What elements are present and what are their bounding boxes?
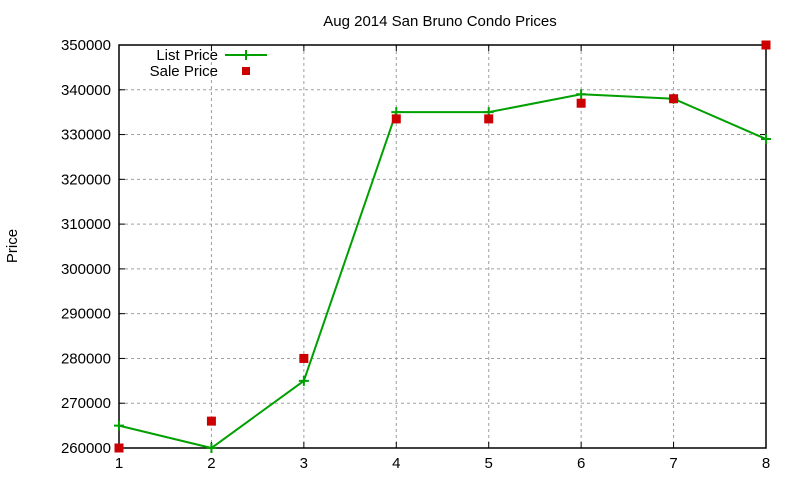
x-tick-label: 5: [485, 455, 493, 472]
x-tick-label: 2: [207, 455, 215, 472]
y-tick-label: 350000: [61, 37, 111, 54]
plus-marker-icon: [576, 89, 587, 100]
y-tick-label: 320000: [61, 171, 111, 188]
square-marker-icon: [206, 416, 216, 426]
legend-label: Sale Price: [150, 63, 218, 80]
y-tick-label: 280000: [61, 350, 111, 367]
list-price-line: [118, 93, 767, 450]
square-marker-icon: [484, 114, 494, 124]
x-tick-label: 7: [669, 455, 677, 472]
square-marker-icon: [576, 98, 586, 108]
y-tick-label: 340000: [61, 82, 111, 99]
axes: 260000 270000 280000 290000 300000 310000 3200…: [61, 37, 770, 472]
square-marker-icon: [391, 114, 401, 124]
x-tick-label: 4: [392, 455, 400, 472]
y-tick-label: 310000: [61, 216, 111, 233]
x-tick-label: 1: [115, 455, 123, 472]
square-marker-icon: [761, 40, 771, 50]
x-tick-label: 8: [762, 455, 770, 472]
plus-marker-icon: [761, 134, 771, 145]
y-tick-label: 270000: [61, 395, 111, 412]
gridlines: [119, 45, 766, 448]
plot-border: [118, 44, 767, 449]
x-tick-label: 6: [577, 455, 585, 472]
y-tick-label: 330000: [61, 127, 111, 144]
legend-label: List Price: [156, 47, 218, 64]
square-marker-icon: [114, 443, 124, 453]
plus-marker-icon: [241, 50, 251, 60]
square-marker-icon: [669, 94, 679, 104]
square-marker-icon: [242, 67, 250, 75]
plus-marker-icon: [298, 375, 309, 386]
y-tick-label: 260000: [61, 440, 111, 457]
square-marker-icon: [299, 353, 309, 363]
y-tick-label: 300000: [61, 261, 111, 278]
y-tick-label: 290000: [61, 306, 111, 323]
plus-marker-icon: [114, 420, 124, 431]
x-tick-label: 3: [300, 455, 308, 472]
plus-marker-icon: [206, 443, 217, 453]
y-axis-label: Price: [4, 229, 21, 263]
chart-title: Aug 2014 San Bruno Condo Prices: [323, 13, 557, 30]
data-series: [114, 40, 771, 453]
